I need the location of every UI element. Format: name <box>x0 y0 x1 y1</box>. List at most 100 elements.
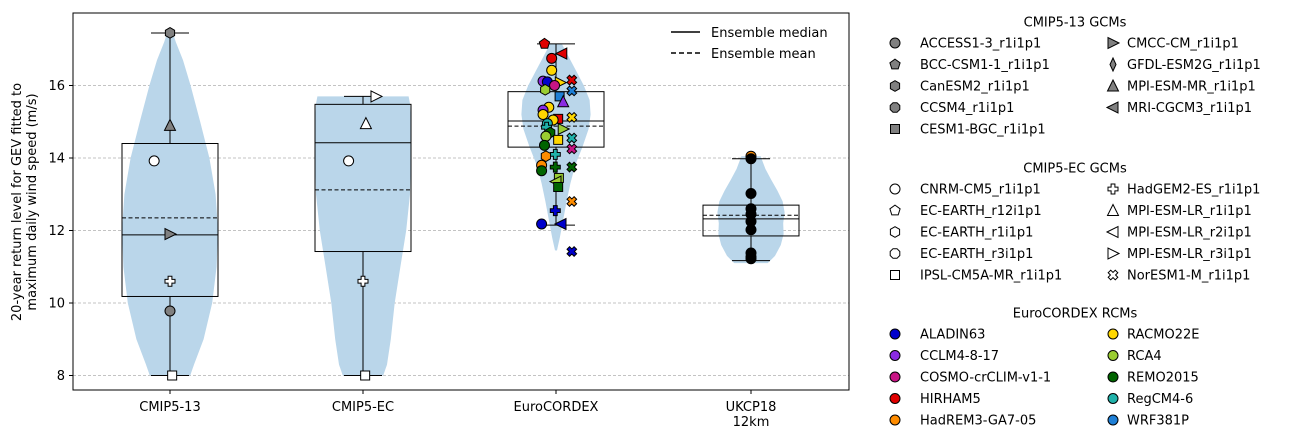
legend-marker <box>1105 225 1119 239</box>
data-point <box>549 161 561 173</box>
data-point <box>537 109 549 120</box>
data-point <box>553 217 567 231</box>
data-point <box>546 64 558 76</box>
model-legends: CMIP5-13 GCMs ACCESS1-3_r1i1p1 BCC-CSM1-1_… <box>889 16 1261 429</box>
legend-label: CCLM4-8-17 <box>920 349 999 364</box>
data-point <box>566 74 578 86</box>
legend-label: EC-EARTH_r1i1p1 <box>920 226 1033 241</box>
x-marker-shape <box>566 161 578 173</box>
data-point <box>167 370 178 381</box>
data-points <box>148 27 757 381</box>
boxplots <box>121 32 800 376</box>
legend-title: CMIP5-13 GCMs <box>1024 16 1127 31</box>
legend-marker <box>889 248 901 259</box>
data-point <box>566 85 578 97</box>
data-point <box>370 90 384 103</box>
legend-label: REMO2015 <box>1127 371 1199 386</box>
data-point <box>566 111 578 123</box>
legend-label: EC-EARTH_r12i1p1 <box>920 204 1042 219</box>
y-axis: 8 10 12 14 16 <box>48 79 73 384</box>
data-point <box>554 91 565 102</box>
data-point <box>566 195 578 207</box>
legend-marker <box>1106 203 1120 216</box>
legend-label: CNRM-CM5_r1i1p1 <box>920 183 1041 198</box>
legend-marker <box>1107 393 1119 404</box>
y-axis-label-line: 20-year return level for GEV fitted to <box>10 83 25 321</box>
legend-title: EuroCORDEX RCMs <box>1013 307 1138 322</box>
data-point <box>540 130 552 142</box>
legend-label: WRF381P <box>1127 414 1189 429</box>
legend-label: NorESM1-M_r1i1p1 <box>1127 269 1250 284</box>
legend-label: MPI-ESM-LR_r1i1p1 <box>1127 204 1252 219</box>
x-tick-label: CMIP5-EC <box>332 400 394 415</box>
legend-label: RACMO22E <box>1127 328 1199 343</box>
x-marker-shape <box>566 85 578 97</box>
legend-marker <box>889 80 901 92</box>
y-axis-label-line: maximum daily wind speed (m/s) <box>25 93 40 310</box>
data-point <box>566 143 578 155</box>
legend-0: CMIP5-13 GCMs ACCESS1-3_r1i1p1 BCC-CSM1-1_… <box>889 16 1261 138</box>
data-point <box>745 153 757 165</box>
legend-marker <box>889 58 901 70</box>
legend-marker <box>1107 328 1119 340</box>
data-point <box>536 218 548 230</box>
legend-marker <box>1107 350 1119 361</box>
data-point <box>553 182 564 192</box>
legend-marker <box>889 328 901 340</box>
data-point <box>566 161 578 173</box>
data-point <box>745 188 757 200</box>
legend-marker <box>890 124 900 134</box>
legend-marker <box>889 226 901 238</box>
y-tick-label: 14 <box>48 152 65 167</box>
legend-marker <box>889 204 901 216</box>
violin-0 <box>122 32 218 376</box>
legend-label: CanESM2_r1i1p1 <box>920 80 1030 95</box>
legend-label: MPI-ESM-LR_r3i1p1 <box>1127 247 1252 262</box>
data-point <box>540 150 551 163</box>
legend-label: COSMO-crCLIM-v1-1 <box>920 371 1051 386</box>
x-marker-shape <box>566 195 578 207</box>
legend-marker <box>889 414 901 426</box>
legend-label: ALADIN63 <box>920 328 985 343</box>
legend-marker <box>889 350 901 361</box>
legend-label: BCC-CSM1-1_r1i1p1 <box>920 58 1050 73</box>
legend-marker <box>1107 36 1121 50</box>
legend-label: MPI-ESM-MR_r1i1p1 <box>1127 80 1256 95</box>
data-point <box>566 132 578 144</box>
line-legend: Ensemble median Ensemble mean <box>671 26 828 62</box>
box-iqr <box>314 103 412 253</box>
data-point <box>357 275 369 287</box>
data-point <box>164 227 178 241</box>
legend-marker <box>889 102 901 113</box>
data-point <box>148 155 160 167</box>
data-point <box>538 139 550 151</box>
x-marker-shape <box>566 74 578 86</box>
x-tick-label: EuroCORDEX <box>514 400 599 415</box>
legend-label: ACCESS1-3_r1i1p1 <box>920 37 1041 52</box>
legend-label: CCSM4_r1i1p1 <box>920 101 1014 116</box>
data-point <box>540 83 551 96</box>
data-point <box>360 370 371 381</box>
legend-marker <box>889 371 901 383</box>
box-iqr <box>121 143 219 297</box>
data-point <box>566 245 578 257</box>
legend-marker <box>1107 183 1119 195</box>
legend-marker <box>1106 78 1120 92</box>
data-point <box>549 148 561 160</box>
legend-label: CESM1-BGC_r1i1p1 <box>920 123 1046 138</box>
y-tick-label: 10 <box>48 297 65 312</box>
data-point <box>549 205 561 217</box>
x-tick-label: CMIP5-13 <box>139 400 200 415</box>
legend-label: MRI-CGCM3_r1i1p1 <box>1127 101 1252 116</box>
violin-1 <box>315 96 411 376</box>
x-marker-shape <box>566 132 578 144</box>
legend-marker <box>1107 414 1119 426</box>
data-point <box>546 52 558 64</box>
x-marker-shape <box>566 143 578 155</box>
data-point <box>164 275 176 287</box>
x-tick-label: UKCP18 <box>726 400 777 415</box>
legend-label: GFDL-ESM2G_r1i1p1 <box>1127 58 1261 73</box>
data-point <box>536 165 548 177</box>
